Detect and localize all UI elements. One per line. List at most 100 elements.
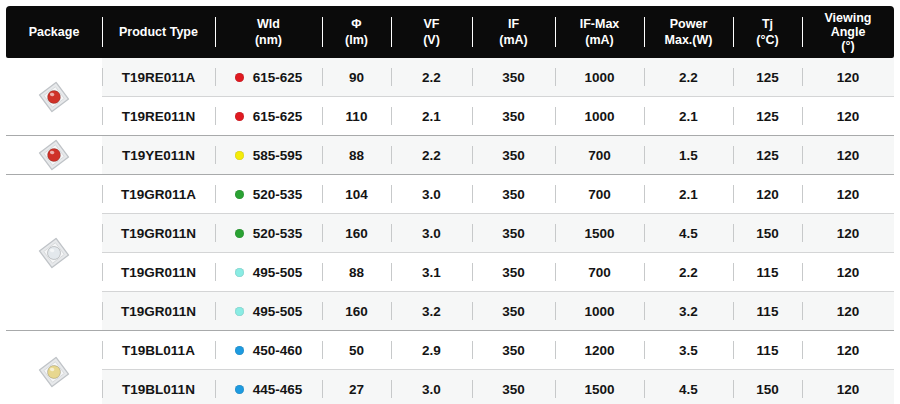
cell-if-max: 1500 [555,369,644,404]
column-header-wld: Wld (nm) [215,6,322,58]
cell-if-max: 1500 [555,213,644,252]
color-dot [235,307,244,316]
cell-if: 350 [472,369,555,404]
cell-viewing-angle: 120 [802,369,894,404]
cell-tj: 150 [733,213,802,252]
cell-if-max: 700 [555,174,644,213]
cell-if: 350 [472,330,555,369]
color-dot [235,385,244,394]
table-row: T19BL011A 450-460 50 2.9 350 1200 3.5 11… [6,330,894,369]
cell-flux: 160 [322,291,391,330]
column-header-vf: VF (V) [391,6,472,58]
color-dot [235,268,244,277]
cell-flux: 88 [322,252,391,291]
package-cell [6,135,102,174]
cell-vf: 2.2 [391,135,472,174]
cell-flux: 90 [322,58,391,96]
column-header-package: Package [6,6,102,58]
cell-product-type: T19RE011N [102,96,215,135]
warm-dome-led-icon [35,353,73,391]
cell-if-max: 700 [555,252,644,291]
column-header-if: IF (mA) [472,6,555,58]
cell-wld: 615-625 [215,58,322,96]
cell-power-max: 1.5 [644,135,733,174]
cell-viewing-angle: 120 [802,58,894,96]
cell-viewing-angle: 120 [802,174,894,213]
color-dot [235,190,244,199]
cell-if-max: 1000 [555,58,644,96]
cell-if: 350 [472,96,555,135]
cell-if-max: 1000 [555,96,644,135]
cell-wld: 495-505 [215,291,322,330]
cell-product-type: T19GR011N [102,213,215,252]
cell-if-max: 1000 [555,291,644,330]
cell-vf: 3.0 [391,174,472,213]
cell-if: 350 [472,213,555,252]
cell-tj: 125 [733,135,802,174]
table-row: T19YE011N 585-595 88 2.2 350 700 1.5 125… [6,135,894,174]
cell-if-max: 700 [555,135,644,174]
cell-tj: 115 [733,291,802,330]
table-row: T19GR011A 520-535 104 3.0 350 700 2.1 12… [6,174,894,213]
cell-vf: 3.2 [391,291,472,330]
red-dome-led-icon [35,78,73,116]
cell-power-max: 3.2 [644,291,733,330]
cell-product-type: T19YE011N [102,135,215,174]
cell-power-max: 2.1 [644,174,733,213]
cell-vf: 2.2 [391,58,472,96]
clear-dome-led-icon [35,234,73,272]
color-dot [235,346,244,355]
cell-product-type: T19GR011A [102,174,215,213]
cell-wld: 495-505 [215,252,322,291]
cell-wld: 450-460 [215,330,322,369]
cell-tj: 125 [733,96,802,135]
cell-power-max: 2.1 [644,96,733,135]
table-row: T19RE011N 615-625 110 2.1 350 1000 2.1 1… [6,96,894,135]
cell-vf: 3.0 [391,369,472,404]
package-cell [6,330,102,404]
cell-power-max: 2.2 [644,58,733,96]
cell-if: 350 [472,135,555,174]
cell-power-max: 2.2 [644,252,733,291]
header-row: Package Product Type Wld (nm) Φ (lm) VF … [6,6,894,58]
cell-wld: 520-535 [215,174,322,213]
cell-flux: 27 [322,369,391,404]
cell-if: 350 [472,252,555,291]
red-dome-led-icon [35,136,73,174]
led-datasheet: Package Product Type Wld (nm) Φ (lm) VF … [0,0,900,404]
cell-viewing-angle: 120 [802,252,894,291]
cell-power-max: 3.5 [644,330,733,369]
cell-tj: 150 [733,369,802,404]
table-row: T19GR011N 495-505 88 3.1 350 700 2.2 115… [6,252,894,291]
cell-vf: 2.9 [391,330,472,369]
table-row: T19RE011A 615-625 90 2.2 350 1000 2.2 12… [6,58,894,96]
cell-wld: 445-465 [215,369,322,404]
cell-flux: 160 [322,213,391,252]
cell-if: 350 [472,174,555,213]
column-header-flux: Φ (lm) [322,6,391,58]
cell-viewing-angle: 120 [802,291,894,330]
cell-power-max: 4.5 [644,369,733,404]
column-header-product-type: Product Type [102,6,215,58]
color-dot [235,229,244,238]
cell-product-type: T19BL011N [102,369,215,404]
cell-vf: 3.1 [391,252,472,291]
cell-vf: 2.1 [391,96,472,135]
cell-if: 350 [472,58,555,96]
cell-vf: 3.0 [391,213,472,252]
cell-viewing-angle: 120 [802,96,894,135]
package-cell [6,174,102,330]
cell-product-type: T19GR011N [102,291,215,330]
cell-viewing-angle: 120 [802,330,894,369]
color-dot [235,151,244,160]
column-header-power-max: Power Max.(W) [644,6,733,58]
cell-product-type: T19BL011A [102,330,215,369]
cell-if-max: 1200 [555,330,644,369]
cell-power-max: 4.5 [644,213,733,252]
cell-viewing-angle: 120 [802,135,894,174]
cell-product-type: T19GR011N [102,252,215,291]
led-spec-table: Package Product Type Wld (nm) Φ (lm) VF … [6,6,894,404]
column-header-viewing-angle: Viewing Angle (°) [802,6,894,58]
cell-wld: 520-535 [215,213,322,252]
cell-tj: 125 [733,58,802,96]
